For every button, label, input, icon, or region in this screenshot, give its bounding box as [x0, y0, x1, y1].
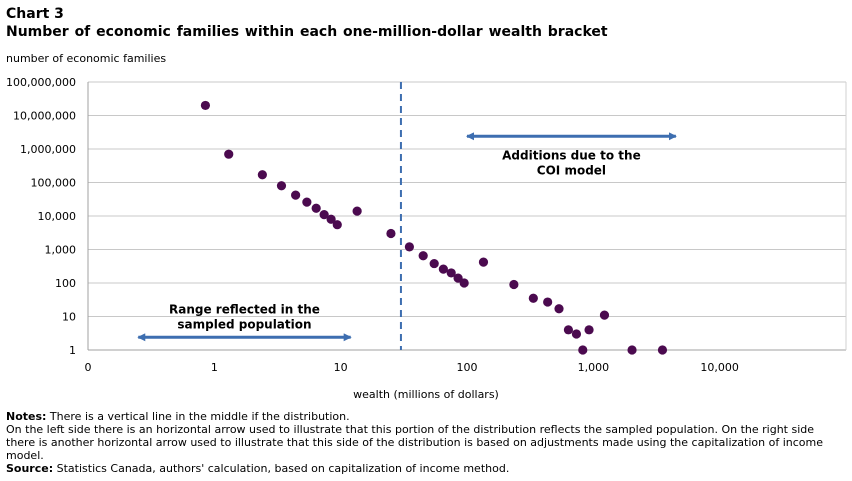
data-point	[446, 268, 456, 278]
data-point	[429, 258, 439, 269]
y-tick-label: 1	[69, 344, 76, 357]
notes-line-1: Notes: There is a vertical line in the m…	[6, 410, 844, 423]
x-tick-label: 1,000	[578, 361, 610, 374]
y-tick-label: 1,000	[45, 244, 77, 257]
data-point	[257, 170, 267, 180]
right-annotation-line2: COI model	[537, 163, 606, 177]
data-point	[276, 181, 287, 191]
x-tick-label: 10	[334, 361, 348, 374]
data-point	[509, 279, 519, 290]
y-tick-label: 100,000	[31, 177, 77, 190]
data-point	[404, 242, 415, 252]
y-tick-label: 1,000,000	[20, 143, 76, 156]
data-point	[657, 345, 668, 355]
data-point	[418, 251, 428, 261]
y-tick-label: 100,000,000	[6, 76, 76, 89]
data-point	[459, 278, 469, 288]
notes-label: Notes:	[6, 410, 47, 423]
data-point	[302, 197, 312, 207]
data-point	[528, 293, 538, 303]
source-text: Statistics Canada, authors' calculation,…	[53, 462, 510, 475]
data-point	[563, 325, 574, 335]
chart-number: Chart 3	[6, 6, 64, 22]
data-point	[352, 206, 362, 216]
y-tick-label: 10,000,000	[13, 110, 76, 123]
y-tick-label: 10,000	[38, 210, 77, 223]
data-point	[543, 297, 553, 307]
data-point	[571, 329, 582, 339]
x-axis-label: wealth (millions of dollars)	[353, 388, 499, 401]
data-point	[599, 310, 610, 320]
left-annotation-line1: Range reflected in the	[169, 302, 320, 316]
left-annotation-line2: sampled population	[177, 317, 311, 331]
data-point	[386, 228, 396, 239]
data-point	[438, 264, 448, 274]
chart-notes: Notes: There is a vertical line in the m…	[6, 410, 844, 475]
notes-text-1: There is a vertical line in the middle i…	[46, 410, 350, 423]
source-label: Source:	[6, 462, 54, 475]
notes-line-2: On the left side there is an horizontal …	[6, 423, 824, 462]
data-point	[578, 345, 588, 355]
x-tick-label: 100	[457, 361, 478, 374]
data-point	[453, 273, 463, 283]
source-line: Source: Statistics Canada, authors' calc…	[6, 462, 844, 475]
data-point	[326, 214, 336, 224]
right-annotation-line1: Additions due to the	[502, 148, 641, 162]
y-tick-label: 10	[62, 311, 76, 324]
scatter-plot: 1101001,00010,000100,0001,000,00010,000,…	[6, 76, 847, 374]
data-point	[319, 210, 329, 220]
x-tick-label: 1	[211, 361, 218, 374]
x-tick-label: 10,000	[700, 361, 739, 374]
y-tick-label: 100	[55, 277, 76, 290]
data-point	[200, 100, 211, 111]
data-point	[224, 149, 234, 159]
data-point	[554, 304, 564, 314]
data-point	[332, 220, 342, 230]
data-point	[584, 325, 594, 335]
data-point	[478, 257, 489, 267]
data-point	[291, 190, 301, 200]
data-point	[311, 203, 321, 213]
x-tick-label: 0	[85, 361, 92, 374]
data-point	[627, 345, 637, 355]
y-axis-label: number of economic families	[6, 52, 167, 65]
chart-title: Number of economic families within each …	[6, 24, 608, 40]
